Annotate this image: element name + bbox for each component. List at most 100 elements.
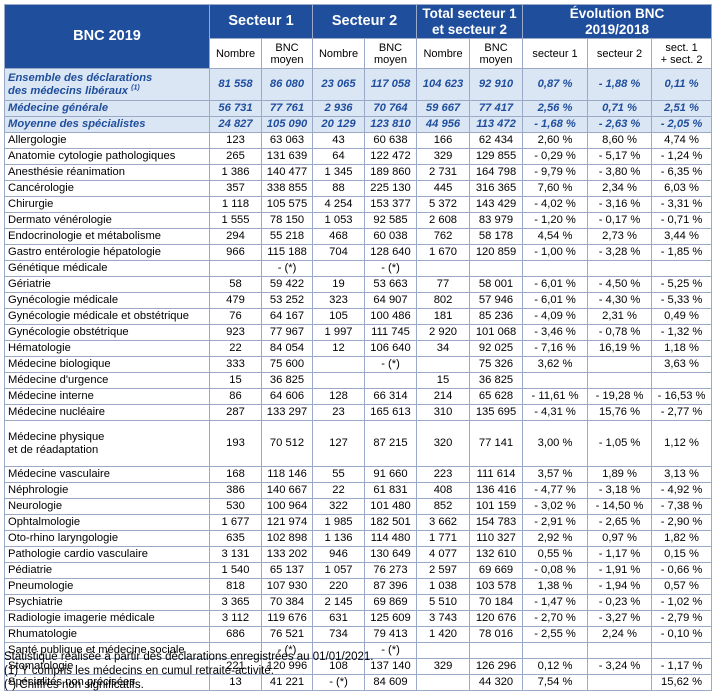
table-cell: 66 314 — [364, 388, 418, 405]
table-cell: 16,19 % — [587, 340, 653, 357]
table-row: Médecine biologique 333 75 600- (*) 75 326 3… — [4, 356, 713, 373]
table-cell: - 0,71 % — [651, 212, 713, 229]
table-cell: - 0,10 % — [651, 626, 713, 643]
table-cell: 100 964 — [260, 498, 314, 515]
table-cell: - 2,05 % — [651, 116, 713, 133]
table-cell: 100 486 — [364, 308, 418, 325]
table-cell: 5 510 — [416, 594, 471, 611]
table-cell: - 3,31 % — [651, 196, 713, 213]
table-cell — [651, 260, 713, 277]
table-row: Dermato vénérologie 1 555 78 150 1 053 92 58… — [4, 212, 713, 229]
table-cell: 110 327 — [469, 530, 524, 547]
row-label: Anatomie cytologie pathologiques — [4, 148, 210, 165]
table-cell: 103 578 — [469, 578, 524, 595]
table-cell: 113 472 — [469, 116, 524, 133]
table-cell: 87 215 — [364, 420, 418, 467]
table-row: Médecine interne 86 64 606 128 66 314 214 65 6… — [4, 388, 713, 405]
table-row: Anatomie cytologie pathologiques 265 131 6… — [4, 148, 713, 165]
table-cell: 181 — [416, 308, 471, 325]
table-cell: 329 — [416, 148, 471, 165]
row-label-line1: Moyenne des spécialistes — [8, 118, 146, 130]
table-cell: 13 — [209, 674, 262, 691]
table-cell: 316 365 — [469, 180, 524, 197]
table-cell: 133 297 — [260, 404, 314, 421]
table-cell: - 3,28 % — [587, 244, 653, 261]
table-cell: - 3,80 % — [587, 164, 653, 181]
table-row: Anesthésie réanimation 1 386 140 477 1 345 1… — [4, 164, 713, 181]
table-cell: 143 429 — [469, 196, 524, 213]
row-label: Ophtalmologie — [4, 514, 210, 531]
table-cell: 1 985 — [312, 514, 366, 531]
table-cell: - 3,27 % — [587, 610, 653, 627]
table-cell: 1 038 — [416, 578, 471, 595]
table-cell: 704 — [312, 244, 366, 261]
row-label-line2: et de réadaptation — [8, 443, 99, 456]
table-row: Allergologie 123 63 063 43 60 638 166 62 434 2,… — [4, 132, 713, 149]
table-cell — [587, 372, 653, 389]
table-cell: 1 420 — [416, 626, 471, 643]
summary-row: Médecine générale 56 731 77 761 2 936 70 764… — [4, 100, 713, 117]
table-cell: - 3,18 % — [587, 482, 653, 499]
row-label: Gynécologie médicale — [4, 292, 210, 309]
table-cell: - 1,24 % — [651, 148, 713, 165]
table-cell: - 2,55 % — [522, 626, 589, 643]
table-cell: - 7,38 % — [651, 498, 713, 515]
table-cell: - 4,92 % — [651, 482, 713, 499]
table-cell: 65 137 — [260, 562, 314, 579]
table-cell — [416, 260, 471, 277]
table-cell: 22 — [209, 340, 262, 357]
table-cell: 1,38 % — [522, 578, 589, 595]
table-row: Gynécologie médicale 479 53 252 323 64 907 80… — [4, 292, 713, 309]
table-cell: - 0,17 % — [587, 212, 653, 229]
table-cell: 0,71 % — [587, 100, 653, 117]
table-cell: 78 150 — [260, 212, 314, 229]
row-label: Stomatologie — [4, 658, 210, 675]
table-cell: 3,57 % — [522, 466, 589, 483]
table-cell: 3 131 — [209, 546, 262, 563]
table-cell: 6,03 % — [651, 180, 713, 197]
table-cell: 61 831 — [364, 482, 418, 499]
row-label: Gastro entérologie hépatologie — [4, 244, 210, 261]
header-evolution: Évolution BNC 2019/2018 — [522, 4, 713, 39]
table-row: Pathologie cardio vasculaire 3 131 133 202… — [4, 546, 713, 563]
table-cell: 193 — [209, 420, 262, 467]
table-cell: 323 — [312, 292, 366, 309]
table-cell: 2 731 — [416, 164, 471, 181]
header-secteur1: Secteur 1 — [208, 4, 314, 39]
row-label: Gériatrie — [4, 276, 210, 293]
table-cell: 338 855 — [260, 180, 314, 197]
table-cell: - 1,91 % — [587, 562, 653, 579]
table-cell: 70 512 — [260, 420, 314, 467]
table-cell: 70 764 — [364, 100, 418, 117]
table-cell: 2 936 — [312, 100, 366, 117]
table-cell: 22 — [312, 482, 366, 499]
table-cell: 87 396 — [364, 578, 418, 595]
table-cell: 59 422 — [260, 276, 314, 293]
table-cell: 43 — [312, 132, 366, 149]
subheader-evo-sum: sect. 1 + sect. 2 — [651, 38, 713, 69]
table-cell: 102 898 — [260, 530, 314, 547]
table-cell: 287 — [209, 404, 262, 421]
table-cell: - 2,70 % — [522, 610, 589, 627]
table-cell: - 0,78 % — [587, 324, 653, 341]
table-cell: 3 662 — [416, 514, 471, 531]
row-label: Anesthésie réanimation — [4, 164, 210, 181]
table-cell: 0,11 % — [651, 68, 713, 101]
row-label: Pathologie cardio vasculaire — [4, 546, 210, 563]
table-cell: - 1,32 % — [651, 324, 713, 341]
table-cell: 1 997 — [312, 324, 366, 341]
table-cell: 105 — [312, 308, 366, 325]
table-cell: - 1,85 % — [651, 244, 713, 261]
table-cell: 136 416 — [469, 482, 524, 499]
table-cell: 64 907 — [364, 292, 418, 309]
table-row: Pédiatrie 1 540 65 137 1 057 76 273 2 597 69 6… — [4, 562, 713, 579]
table-cell: - 3,16 % — [587, 196, 653, 213]
header-total-line1: Total secteur 1 — [422, 5, 517, 21]
table-cell: 137 140 — [364, 658, 418, 675]
table-cell: 126 296 — [469, 658, 524, 675]
table-cell: 310 — [416, 404, 471, 421]
table-cell: 1 771 — [416, 530, 471, 547]
bnc-table: BNC 2019 Secteur 1 Secteur 2 Total secte… — [4, 4, 713, 691]
table-cell: - 4,09 % — [522, 308, 589, 325]
table-cell: 92 585 — [364, 212, 418, 229]
